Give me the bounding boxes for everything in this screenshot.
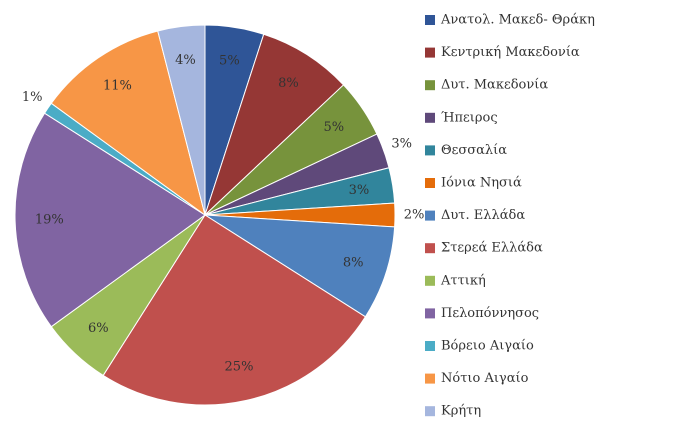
data-label: 5% <box>219 54 240 69</box>
legend-label: Κεντρική Μακεδονία <box>441 45 580 60</box>
data-label: 3% <box>391 137 412 152</box>
legend-label: Ιόνια Νησιά <box>441 176 522 191</box>
legend-swatch <box>425 406 435 417</box>
legend-label: Ανατολ. Μακεδ- Θράκη <box>440 13 595 28</box>
legend-swatch <box>425 80 435 91</box>
legend-swatch <box>425 47 435 58</box>
data-label: 5% <box>324 120 345 135</box>
pie-slice <box>157 24 206 216</box>
data-label: 19% <box>35 212 64 227</box>
data-label: 4% <box>175 53 196 68</box>
data-label: 1% <box>22 90 43 105</box>
legend-swatch <box>425 275 435 286</box>
data-label: 25% <box>225 360 254 375</box>
data-label: 8% <box>278 76 299 91</box>
data-label: 2% <box>404 208 425 223</box>
legend-swatch <box>425 243 435 254</box>
pie-slice <box>102 214 367 406</box>
legend-label: Βόρειο Αιγαίο <box>441 339 534 354</box>
legend-label: Πελοπόννησος <box>441 306 539 321</box>
legend-label: Ήπειρος <box>441 110 498 125</box>
legend-swatch <box>425 112 435 123</box>
data-label: 6% <box>88 321 109 336</box>
legend-swatch <box>425 145 435 156</box>
legend-label: Κρήτη <box>441 404 481 419</box>
pie-slice <box>204 33 345 216</box>
legend-swatch <box>425 15 435 25</box>
legend-label: Αττική <box>440 273 486 288</box>
pie-slice <box>204 214 396 318</box>
legend-swatch <box>425 178 435 188</box>
legend-swatch <box>425 373 435 384</box>
legend-label: Νότιο Αιγαίο <box>441 371 529 386</box>
legend-label: Δυτ. Ελλάδα <box>441 208 525 223</box>
legend-swatch <box>425 210 435 221</box>
data-label: 3% <box>349 183 370 198</box>
pie-slice <box>14 112 206 328</box>
data-label: 11% <box>103 79 132 94</box>
legend-label: Δυτ. Μακεδονία <box>441 78 548 93</box>
pie-slice <box>50 30 206 217</box>
legend-swatch <box>425 308 435 319</box>
legend-label: Θεσσαλία <box>441 143 507 158</box>
legend-swatch <box>425 341 435 351</box>
legend-label: Στερεά Ελλάδα <box>441 241 543 256</box>
data-label: 8% <box>343 256 364 271</box>
